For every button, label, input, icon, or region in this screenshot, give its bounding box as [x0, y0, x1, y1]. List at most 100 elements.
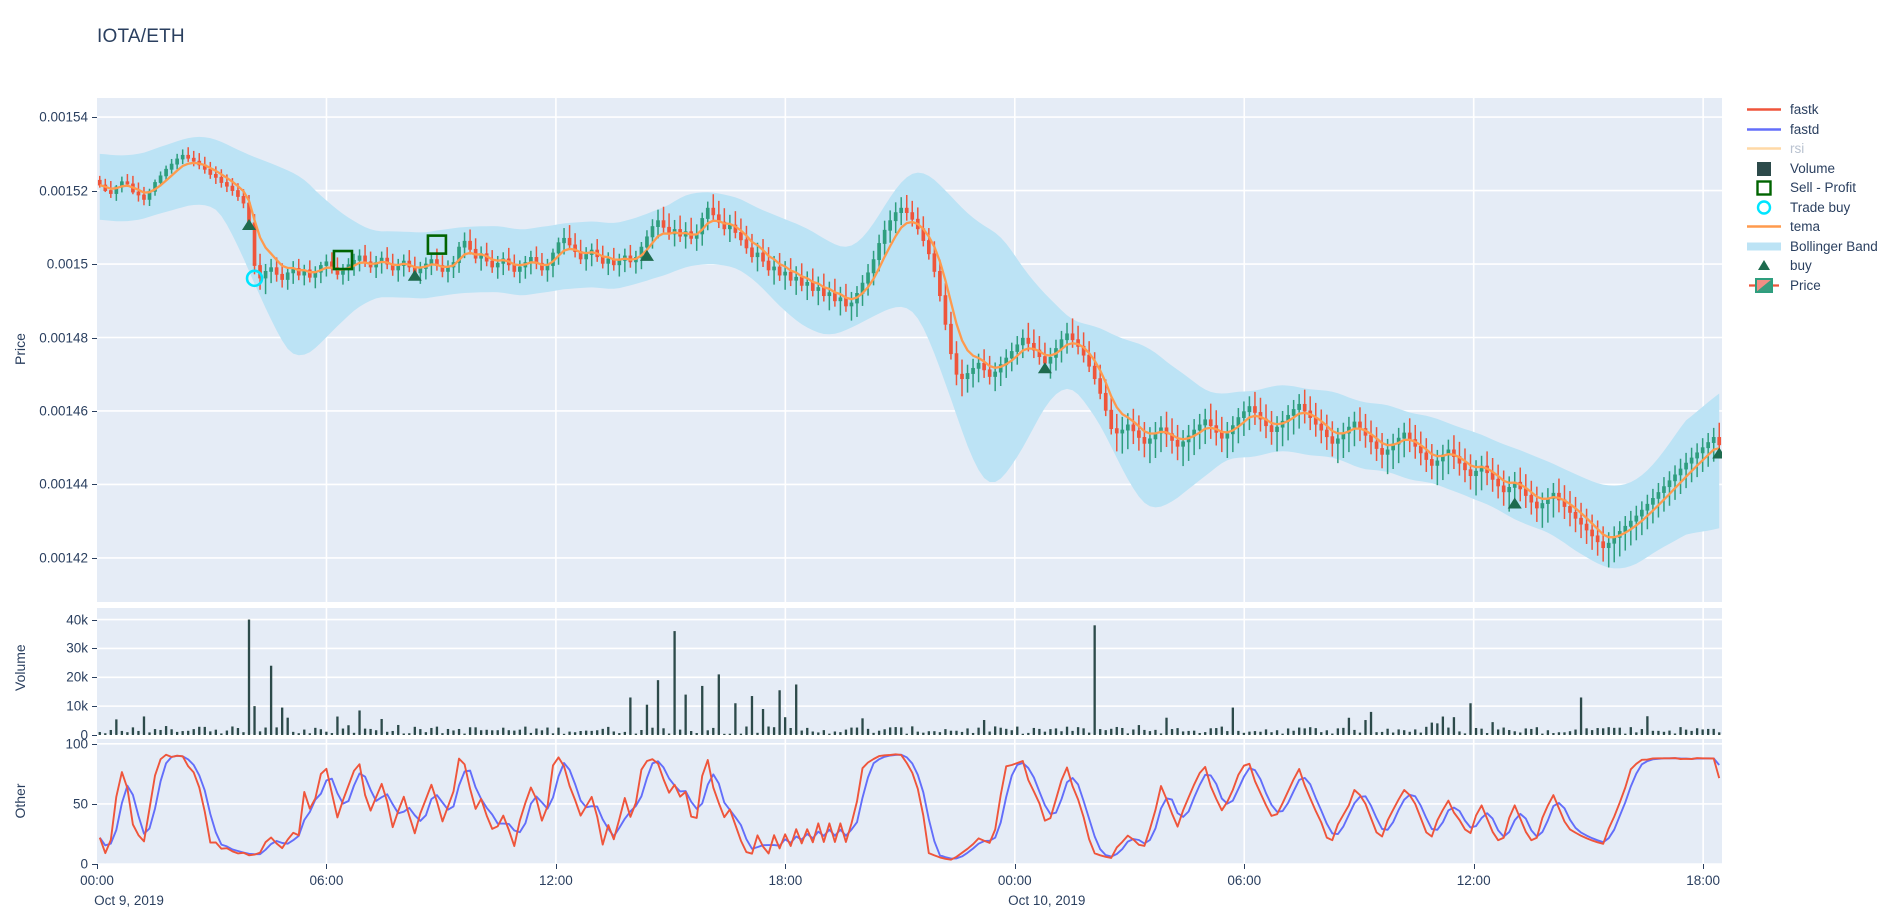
legend-item-label: Trade buy	[1790, 199, 1851, 215]
price-plot-svg	[97, 98, 1722, 602]
x-axis-date-label: Oct 9, 2019	[94, 893, 164, 908]
legend-item-label: Price	[1790, 277, 1821, 293]
axis-tick-mark	[92, 743, 97, 745]
trade-markers[interactable]	[241, 219, 1722, 509]
axis-tick-mark	[92, 735, 97, 736]
axis-tick-mark	[92, 706, 97, 708]
legend-item-volume[interactable]: Volume	[1745, 159, 1885, 179]
x-tick-label: 00:00	[80, 873, 114, 888]
axis-tick-mark	[92, 677, 97, 679]
volume-tick-label: 10k	[66, 698, 88, 714]
volume-bar-series[interactable]	[98, 619, 1721, 735]
buy-marker-icon[interactable]	[407, 269, 422, 281]
price-tick-label: 0.00146	[39, 403, 88, 419]
legend-item-label: Volume	[1790, 160, 1836, 176]
legend-item-buy[interactable]: buy	[1745, 256, 1885, 276]
line-swatch-icon	[1745, 217, 1783, 236]
buy-marker-icon[interactable]	[1712, 447, 1722, 459]
x-axis-tick-mark	[1244, 864, 1246, 869]
legend-item-fastd[interactable]: fastd	[1745, 120, 1885, 140]
buy-marker-icon[interactable]	[1507, 497, 1522, 509]
line-swatch-icon	[1745, 120, 1783, 139]
legend-item-label: fastd	[1790, 121, 1820, 137]
price-tick-label: 0.0015	[46, 256, 88, 272]
legend-item-trade-buy[interactable]: Trade buy	[1745, 198, 1885, 218]
other-subplot[interactable]	[97, 739, 1722, 864]
legend-item-label: fastk	[1790, 102, 1819, 118]
axis-tick-mark	[92, 557, 97, 559]
x-tick-label: 18:00	[1686, 873, 1721, 888]
x-axis-tick-mark	[1473, 864, 1475, 869]
x-axis-tick-mark	[326, 864, 328, 869]
sell-profit-marker-icon[interactable]	[332, 249, 354, 271]
volume-subplot[interactable]	[97, 608, 1722, 735]
legend-item-fastk[interactable]: fastk	[1745, 100, 1885, 120]
price-tick-label: 0.00154	[39, 109, 88, 125]
other-tick-label: 0	[80, 856, 88, 872]
price-subplot[interactable]	[97, 98, 1722, 602]
other-axis-title: Other	[12, 783, 28, 819]
price-tick-label: 0.00152	[39, 183, 88, 199]
buy-marker-icon[interactable]	[1037, 362, 1052, 374]
axis-tick-mark	[92, 337, 97, 339]
sell-profit-marker-icon[interactable]	[426, 234, 448, 255]
x-axis-tick-mark	[97, 864, 98, 869]
volume-axis-title: Volume	[12, 643, 28, 691]
price-tick-label: 0.00144	[39, 476, 88, 492]
price-axis-title: Price	[12, 333, 28, 365]
x-axis-tick-mark	[555, 864, 557, 869]
hollow-circle-icon	[1745, 198, 1783, 217]
x-axis-tick-mark	[785, 864, 787, 869]
other-tick-label: 50	[72, 796, 88, 812]
volume-tick-label: 0	[80, 727, 88, 743]
legend-item-rsi[interactable]: rsi	[1745, 139, 1885, 159]
buy-marker-icon[interactable]	[639, 249, 654, 261]
price-axis-ticks: 0.00142 0.00144 0.00146 0.00148 0.0015 0.0015…	[0, 98, 97, 602]
other-axis-ticks: 0 50 100	[0, 736, 97, 872]
legend-item-sell-profit[interactable]: Sell - Profit	[1745, 178, 1885, 198]
axis-tick-mark	[92, 484, 97, 486]
x-tick-label: 12:00	[1456, 873, 1491, 888]
fastk-line	[98, 753, 1721, 861]
legend-item-price[interactable]: Price	[1745, 276, 1885, 296]
legend-item-label: Sell - Profit	[1790, 180, 1857, 196]
volume-tick-label: 40k	[66, 612, 88, 628]
volume-axis-ticks: 0 10k 20k 30k 40k	[0, 608, 97, 743]
axis-tick-mark	[92, 264, 97, 266]
x-axis-tick-mark	[1014, 864, 1016, 869]
buy-marker-icon[interactable]	[241, 219, 256, 231]
other-plot-svg	[97, 739, 1722, 864]
axis-tick-mark	[92, 410, 97, 412]
legend-item-bollinger-band[interactable]: Bollinger Band	[1745, 237, 1885, 257]
x-tick-label: 06:00	[309, 873, 344, 888]
axis-tick-mark	[92, 117, 97, 119]
page-title: IOTA/ETH	[97, 26, 185, 47]
x-tick-label: 06:00	[1227, 873, 1262, 888]
volume-tick-label: 30k	[66, 640, 88, 656]
legend-item-label: Bollinger Band	[1790, 238, 1878, 254]
bollinger-band-area	[99, 136, 1720, 569]
axis-tick-mark	[92, 619, 97, 621]
price-tick-label: 0.00142	[39, 550, 88, 566]
other-tick-label: 100	[65, 736, 88, 752]
filled-square-icon	[1745, 159, 1783, 178]
band-swatch-icon	[1745, 237, 1783, 256]
x-axis-date-label: Oct 10, 2019	[1008, 893, 1086, 908]
x-tick-label: 12:00	[538, 873, 573, 888]
axis-tick-mark	[92, 803, 97, 805]
axis-tick-mark	[92, 648, 97, 650]
price-tick-label: 0.00148	[39, 330, 88, 345]
triangle-up-icon	[1745, 256, 1783, 275]
fastd-line	[99, 753, 1720, 860]
legend-item-label: rsi	[1790, 141, 1805, 157]
x-tick-label: 18:00	[768, 873, 803, 888]
trade-buy-marker-icon[interactable]	[245, 269, 264, 288]
legend-item-label: tema	[1790, 219, 1821, 235]
volume-plot-svg	[97, 608, 1722, 735]
line-swatch-icon	[1745, 139, 1783, 158]
legend-item-tema[interactable]: tema	[1745, 217, 1885, 237]
axis-tick-mark	[92, 190, 97, 192]
hollow-square-icon	[1745, 178, 1783, 197]
legend[interactable]: fastk fastd rsi Volume Sell - Profit Trade bu…	[1745, 100, 1885, 295]
